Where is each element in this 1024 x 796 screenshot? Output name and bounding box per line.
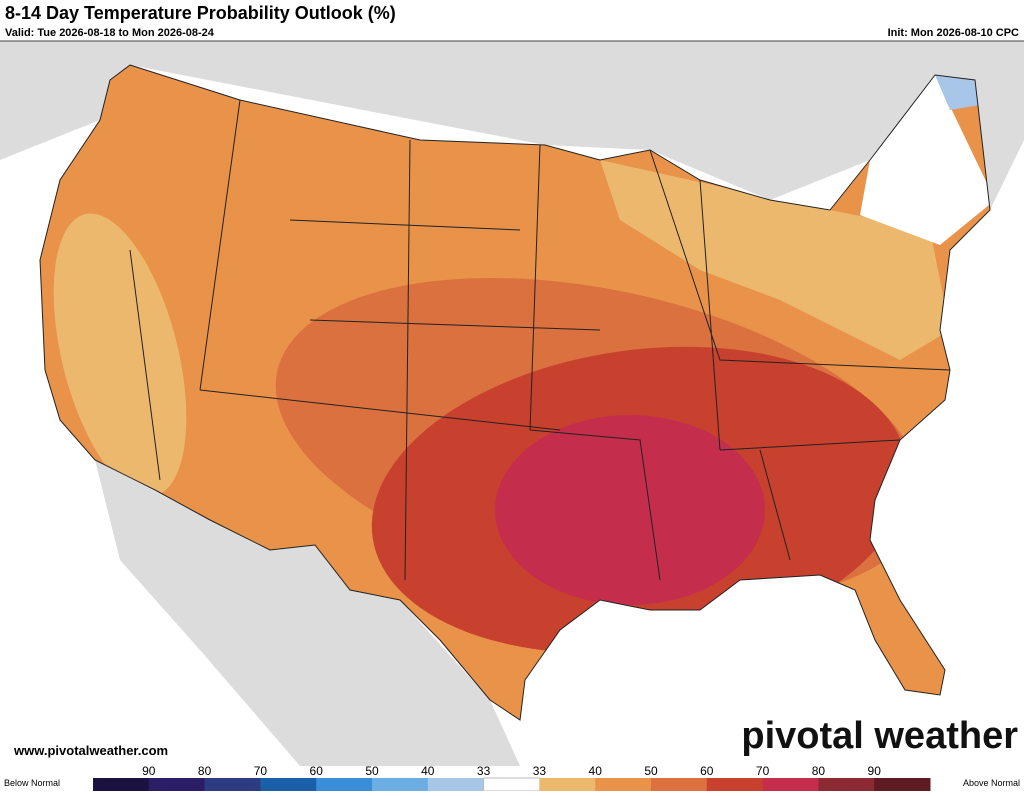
legend-tick-label: 50 [365, 764, 379, 778]
legend-swatch [539, 778, 596, 791]
legend-swatch [762, 778, 819, 791]
canada [0, 41, 1024, 210]
legend-tick-label: 50 [644, 764, 658, 778]
legend-tick-label: 70 [756, 764, 770, 778]
legend-tick-label: 40 [589, 764, 603, 778]
area-near-normal [860, 75, 990, 245]
logo: pivotal weather [741, 715, 1018, 757]
legend-swatch [651, 778, 708, 791]
mexico [95, 460, 520, 766]
legend-tick-label: 80 [198, 764, 212, 778]
legend-right-label: Above Normal [963, 778, 1020, 788]
borders [39, 64, 991, 721]
valid-time: Valid: Tue 2026-08-18 to Mon 2026-08-24 [5, 27, 215, 39]
legend-tick-label: 60 [310, 764, 324, 778]
legend-tick-label: 70 [254, 764, 268, 778]
legend-swatch [874, 778, 931, 791]
area-80 [495, 415, 765, 605]
legend-tick-label: 90 [142, 764, 156, 778]
area-40-east [600, 160, 950, 360]
legend-tick-label: 40 [421, 764, 435, 778]
legend-swatch [818, 778, 875, 791]
legend-tick-label: 33 [477, 764, 491, 778]
legend-swatch [706, 778, 764, 791]
legend-swatch [204, 778, 261, 791]
legend-swatch [148, 778, 206, 791]
legend-tick-label: 90 [868, 764, 882, 778]
legend-swatch [93, 778, 150, 791]
legend-swatch [483, 777, 541, 792]
area-below-33 [935, 75, 980, 110]
header-bg [0, 0, 1024, 41]
legend-tick-label: 80 [812, 764, 826, 778]
legend: 90 80 70 60 50 40 33 33 40 50 60 70 80 90 [93, 764, 931, 792]
legend-tick-label: 33 [533, 764, 547, 778]
init-time: Init: Mon 2026-08-10 CPC [888, 27, 1019, 39]
legend-swatch [427, 778, 485, 791]
title: 8-14 Day Temperature Probability Outlook… [5, 3, 396, 23]
legend-swatch [372, 778, 429, 791]
site-url: www.pivotalweather.com [13, 743, 168, 758]
legend-tick-label: 60 [700, 764, 714, 778]
legend-swatch [260, 778, 317, 791]
legend-swatch [316, 778, 373, 791]
legend-swatch [595, 778, 652, 791]
legend-left-label: Below Normal [4, 778, 60, 788]
